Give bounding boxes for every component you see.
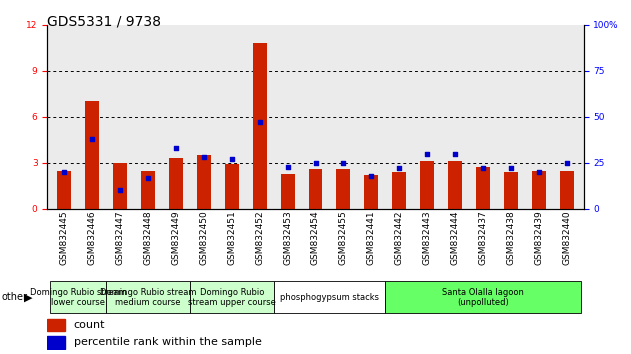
Text: GSM832452: GSM832452 [255,211,264,265]
Text: GDS5331 / 9738: GDS5331 / 9738 [47,14,162,28]
Point [283,164,293,169]
Bar [85,102,99,209]
Text: ▶: ▶ [24,292,32,302]
Text: Santa Olalla lagoon
(unpolluted): Santa Olalla lagoon (unpolluted) [442,288,524,307]
Bar [420,161,434,209]
Bar [141,171,155,209]
Point [367,173,377,178]
Bar [532,171,546,209]
Text: GSM832446: GSM832446 [88,211,97,265]
Bar [476,167,490,209]
Bar [197,155,211,209]
Text: Domingo Rubio stream
lower course: Domingo Rubio stream lower course [30,288,126,307]
Point [254,120,264,125]
Y-axis label: %: % [609,21,618,30]
Bar [106,281,190,313]
Text: GSM832445: GSM832445 [59,211,69,265]
Bar [57,171,71,209]
Point [59,169,69,175]
Bar [274,281,386,313]
Point [394,166,404,171]
Text: GSM832448: GSM832448 [143,211,153,265]
Bar [336,169,350,209]
Point [227,156,237,162]
Point [506,166,516,171]
Point [115,188,125,193]
Text: percentile rank within the sample: percentile rank within the sample [74,337,262,348]
Text: GSM832455: GSM832455 [339,211,348,266]
Bar [50,281,106,313]
Point [143,175,153,181]
Bar [225,164,239,209]
Bar [190,281,274,313]
Bar [560,171,574,209]
Text: GSM832447: GSM832447 [115,211,124,265]
Point [199,154,209,160]
Text: phosphogypsum stacks: phosphogypsum stacks [280,293,379,302]
Text: other: other [1,292,27,302]
Bar [386,281,581,313]
Point [422,151,432,156]
Point [310,160,321,166]
Text: GSM832441: GSM832441 [367,211,376,265]
Bar [281,173,295,209]
Text: GSM832449: GSM832449 [172,211,180,265]
Point [534,169,544,175]
Text: GSM832440: GSM832440 [562,211,572,265]
Point [338,160,348,166]
Text: GSM832450: GSM832450 [199,211,208,266]
Text: GSM832454: GSM832454 [311,211,320,265]
Bar [392,172,406,209]
Text: GSM832451: GSM832451 [227,211,236,266]
Point [562,160,572,166]
Text: GSM832437: GSM832437 [478,211,488,266]
Bar [47,336,65,349]
Point [450,151,460,156]
Text: GSM832443: GSM832443 [423,211,432,265]
Text: GSM832438: GSM832438 [507,211,516,266]
Point [171,145,181,151]
Text: GSM832444: GSM832444 [451,211,459,265]
Text: GSM832453: GSM832453 [283,211,292,266]
Bar [364,175,379,209]
Bar [113,163,127,209]
Bar [504,172,518,209]
Text: GSM832439: GSM832439 [534,211,543,266]
Bar [169,158,183,209]
Point [478,166,488,171]
Bar [448,161,462,209]
Text: Domingo Rubio
stream upper course: Domingo Rubio stream upper course [188,288,276,307]
Text: GSM832442: GSM832442 [395,211,404,265]
Bar [47,319,65,331]
Bar [252,43,267,209]
Text: Domingo Rubio stream
medium course: Domingo Rubio stream medium course [100,288,196,307]
Text: count: count [74,320,105,330]
Bar [309,169,322,209]
Point [87,136,97,142]
